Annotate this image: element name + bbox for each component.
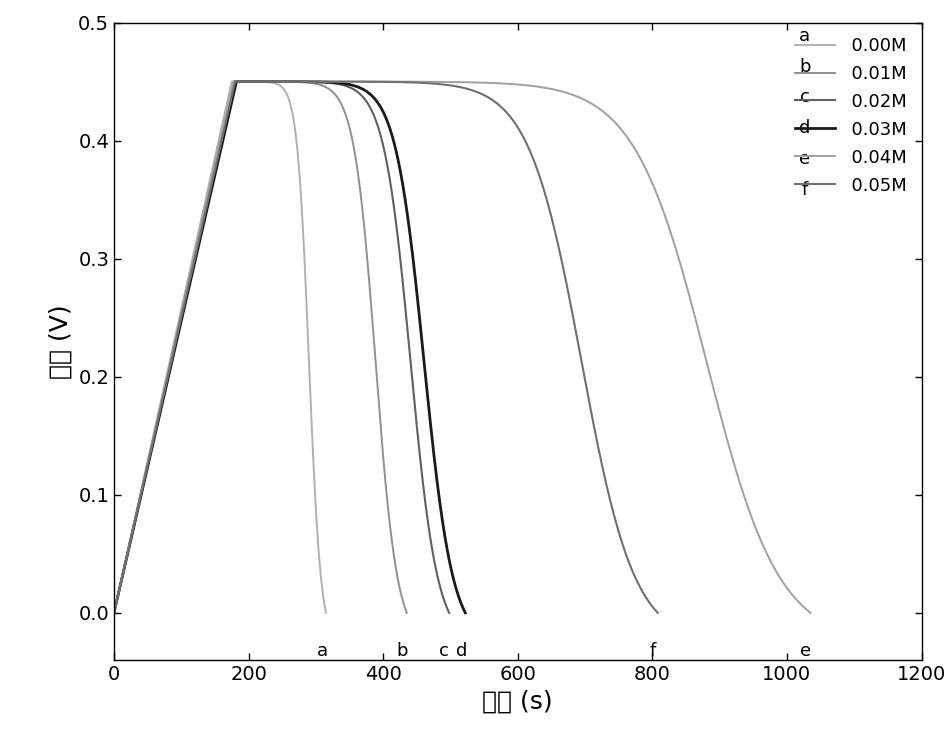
Legend:   0.00M,   0.01M,   0.02M,   0.03M,   0.04M,   0.05M: 0.00M, 0.01M, 0.02M, 0.03M, 0.04M, 0.05M bbox=[789, 32, 912, 200]
Text: c: c bbox=[439, 642, 448, 660]
Text: b: b bbox=[396, 642, 408, 660]
Y-axis label: 电压 (V): 电压 (V) bbox=[48, 304, 72, 379]
Text: e: e bbox=[799, 150, 810, 168]
Text: f: f bbox=[649, 642, 655, 660]
Text: b: b bbox=[799, 58, 810, 76]
Text: e: e bbox=[800, 642, 811, 660]
Text: a: a bbox=[799, 27, 810, 45]
X-axis label: 时间 (s): 时间 (s) bbox=[483, 689, 553, 713]
Text: a: a bbox=[317, 642, 328, 660]
Text: c: c bbox=[800, 88, 809, 106]
Text: d: d bbox=[456, 642, 466, 660]
Text: f: f bbox=[802, 181, 808, 199]
Text: d: d bbox=[799, 119, 810, 137]
